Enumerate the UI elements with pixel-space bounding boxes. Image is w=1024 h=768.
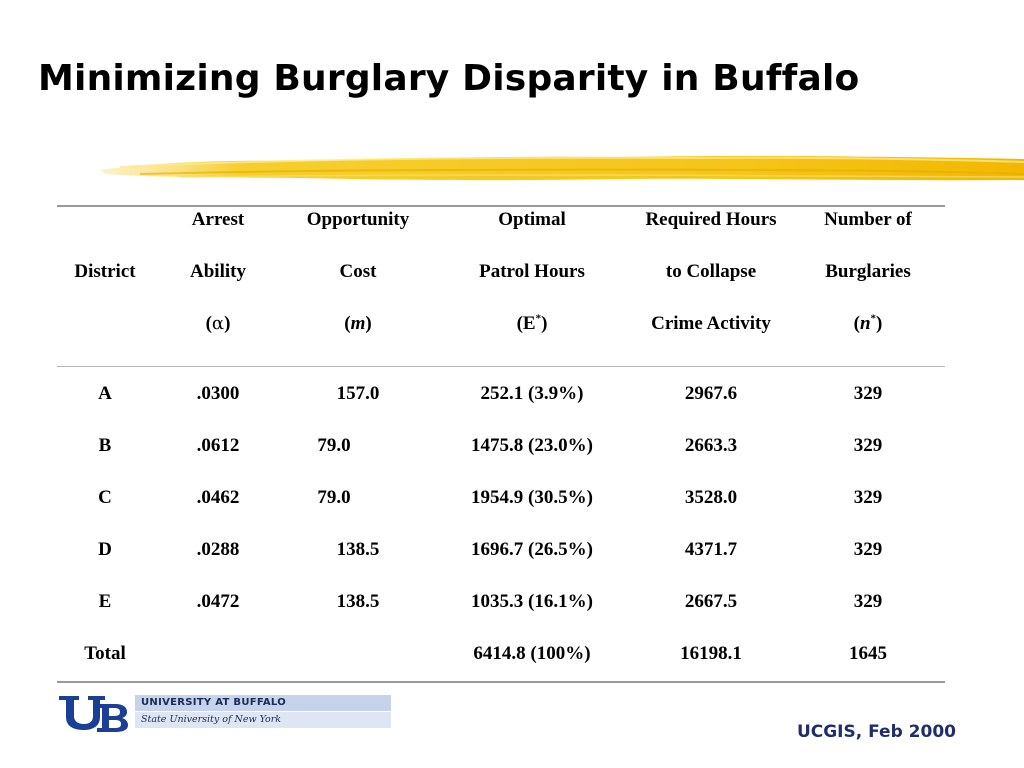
cell-burglaries: 1645 bbox=[849, 643, 887, 664]
table-bottom-rule bbox=[57, 681, 945, 683]
cell-opportunity-cost: 138.5 bbox=[336, 591, 380, 612]
header-cost-line1: Opportunity bbox=[306, 209, 410, 230]
m-symbol: m bbox=[350, 313, 366, 334]
cell-required-hours: 4371.7 bbox=[684, 539, 738, 560]
table-row-total: Total 6414.8 (100%) 16198.1 1645 bbox=[57, 628, 945, 680]
e-symbol: (E bbox=[516, 313, 536, 334]
cell-burglaries: 329 bbox=[853, 435, 883, 456]
table-row: A .0300 157.0 252.1 (3.9%) 2967.6 329 bbox=[57, 368, 945, 420]
table-row: D .0288 138.5 1696.7 (26.5%) 4371.7 329 bbox=[57, 524, 945, 576]
cell-patrol-hours: 1696.7 (26.5%) bbox=[471, 539, 593, 560]
cell-arrest-ability: .0472 bbox=[196, 591, 240, 612]
cell-required-hours: 2967.6 bbox=[684, 383, 738, 404]
paren-close: ) bbox=[224, 313, 231, 334]
cell-burglaries: 329 bbox=[853, 539, 883, 560]
alpha-symbol: α bbox=[211, 313, 225, 334]
header-arrest-line2: Ability bbox=[190, 261, 246, 282]
header-district-line3 bbox=[57, 298, 153, 350]
header-arrest-symbol: (α) bbox=[153, 298, 283, 350]
cell-opportunity-cost bbox=[283, 628, 433, 680]
cell-burglaries: 329 bbox=[853, 591, 883, 612]
paren-open: ( bbox=[853, 313, 860, 334]
cell-opportunity-cost: 79.0 bbox=[317, 435, 351, 456]
cell-arrest-ability: .0612 bbox=[196, 435, 240, 456]
cell-district: Total bbox=[84, 643, 126, 664]
footer-credit: UCGIS, Feb 2000 bbox=[796, 722, 956, 742]
paren-close: ) bbox=[365, 313, 372, 334]
table-row: C .0462 79.0 1954.9 (30.5%) 3528.0 329 bbox=[57, 472, 945, 524]
table-body: A .0300 157.0 252.1 (3.9%) 2967.6 329 B … bbox=[57, 368, 945, 680]
header-required-line2: to Collapse bbox=[665, 261, 757, 282]
cell-district: D bbox=[98, 539, 112, 560]
university-logo: UNIVERSITY AT BUFFALO State University o… bbox=[57, 692, 391, 732]
ub-monogram-logo-icon bbox=[59, 696, 128, 732]
cell-district: C bbox=[98, 487, 112, 508]
cell-district: E bbox=[98, 591, 112, 612]
table-row: E .0472 138.5 1035.3 (16.1%) 2667.5 329 bbox=[57, 576, 945, 628]
cell-burglaries: 329 bbox=[853, 487, 883, 508]
cell-patrol-hours: 252.1 (3.9%) bbox=[480, 383, 584, 404]
cell-required-hours: 2667.5 bbox=[684, 591, 738, 612]
star-superscript: * bbox=[870, 312, 877, 325]
cell-burglaries: 329 bbox=[853, 383, 883, 404]
header-burglaries-line1: Number of bbox=[824, 209, 912, 230]
header-cost-line2: Cost bbox=[339, 261, 377, 282]
cell-opportunity-cost: 157.0 bbox=[336, 383, 380, 404]
cell-required-hours: 16198.1 bbox=[680, 643, 742, 664]
cell-district: A bbox=[98, 383, 112, 404]
cell-arrest-ability bbox=[153, 628, 283, 680]
cell-patrol-hours: 1475.8 (23.0%) bbox=[471, 435, 593, 456]
slide-title: Minimizing Burglary Disparity in Buffalo bbox=[38, 58, 860, 99]
logo-university-name: UNIVERSITY AT BUFFALO bbox=[135, 695, 391, 711]
table-header-rule bbox=[57, 366, 945, 367]
header-arrest-line1: Arrest bbox=[191, 209, 245, 230]
logo-subtitle: State University of New York bbox=[135, 712, 391, 728]
header-hours-line1: Optimal bbox=[498, 209, 566, 230]
paren-close: ) bbox=[876, 313, 883, 334]
header-cost-symbol: (m) bbox=[283, 298, 433, 350]
table-header: Arrest Opportunity Optimal Required Hour… bbox=[57, 194, 945, 368]
cell-opportunity-cost: 138.5 bbox=[336, 539, 380, 560]
n-symbol: n bbox=[859, 313, 871, 334]
cell-arrest-ability: .0462 bbox=[196, 487, 240, 508]
cell-patrol-hours: 6414.8 (100%) bbox=[473, 643, 591, 664]
table-row: B .0612 79.0 1475.8 (23.0%) 2663.3 329 bbox=[57, 420, 945, 472]
burglary-disparity-table: Arrest Opportunity Optimal Required Hour… bbox=[57, 194, 945, 680]
header-hours-line2: Patrol Hours bbox=[479, 261, 585, 282]
header-required-line3: Crime Activity bbox=[651, 313, 771, 334]
cell-arrest-ability: .0288 bbox=[196, 539, 240, 560]
cell-required-hours: 2663.3 bbox=[684, 435, 738, 456]
header-hours-symbol: (E*) bbox=[433, 298, 631, 350]
cell-required-hours: 3528.0 bbox=[684, 487, 738, 508]
header-spacer bbox=[57, 350, 945, 368]
header-district-line2: District bbox=[74, 261, 136, 282]
cell-patrol-hours: 1035.3 (16.1%) bbox=[471, 591, 593, 612]
cell-arrest-ability: .0300 bbox=[196, 383, 240, 404]
cell-opportunity-cost: 79.0 bbox=[317, 487, 351, 508]
header-burglaries-symbol: (n*) bbox=[791, 298, 945, 350]
paren-close: ) bbox=[541, 313, 548, 334]
header-district-line1 bbox=[57, 194, 153, 246]
table-top-rule bbox=[57, 205, 945, 207]
header-required-line1: Required Hours bbox=[645, 209, 777, 230]
yellow-brush-stroke-decoration bbox=[100, 155, 1024, 181]
star-superscript: * bbox=[535, 312, 542, 325]
cell-patrol-hours: 1954.9 (30.5%) bbox=[471, 487, 593, 508]
header-burglaries-line2: Burglaries bbox=[825, 261, 911, 282]
cell-district: B bbox=[98, 435, 112, 456]
paren-open: ( bbox=[205, 313, 212, 334]
paren-open: ( bbox=[344, 313, 351, 334]
